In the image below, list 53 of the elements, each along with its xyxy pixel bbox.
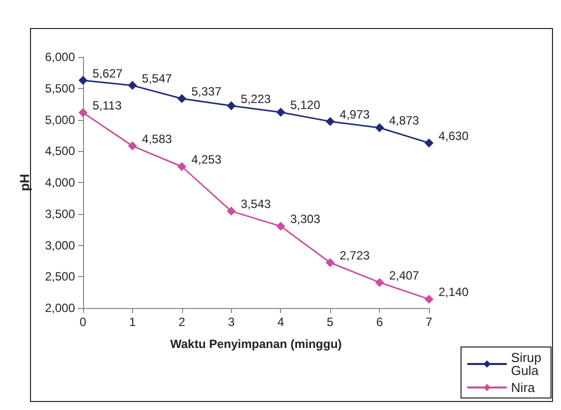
point — [424, 138, 434, 148]
data-label: 4,873 — [389, 114, 420, 128]
data-label: 5,120 — [290, 98, 321, 112]
y-tick-label: 4,000 — [44, 176, 76, 190]
point — [375, 123, 384, 132]
point — [276, 108, 286, 117]
y-tick-label: 6,000 — [44, 50, 76, 64]
data-label: 5,627 — [92, 66, 123, 80]
x-tick-label: 5 — [326, 315, 334, 329]
data-label: 5,337 — [191, 84, 222, 99]
point — [326, 258, 335, 268]
x-tick-label: 0 — [80, 315, 87, 329]
data-label: 3,303 — [290, 212, 321, 226]
x-tick-label: 4 — [277, 315, 284, 329]
data-label: 5,113 — [92, 98, 122, 113]
y-tick-label: 3,000 — [44, 238, 76, 252]
x-tick-label: 3 — [228, 315, 235, 329]
data-label: 5,223 — [240, 92, 272, 106]
y-tick-label: 2,500 — [44, 270, 76, 284]
point — [78, 108, 88, 118]
data-label: 2,140 — [438, 285, 469, 300]
y-axis-title: pH — [17, 174, 32, 192]
data-label: 4,583 — [142, 132, 172, 146]
legend-label: Sirup Gula — [511, 350, 546, 378]
point — [375, 278, 384, 287]
x-tick-label: 2 — [178, 315, 186, 329]
legend-label: Nira — [511, 380, 536, 395]
x-tick-label: 1 — [129, 315, 136, 329]
data-label: 2,407 — [389, 268, 420, 282]
data-label: 2,723 — [340, 248, 370, 263]
point — [128, 141, 137, 150]
x-tick-label: 7 — [426, 315, 433, 329]
point — [226, 206, 236, 216]
data-label: 5,547 — [142, 71, 172, 86]
y-tick-label: 2,000 — [44, 301, 76, 315]
x-axis-title: Waktu Penyimpanan (minggu) — [170, 337, 342, 351]
point — [128, 80, 137, 90]
x-tick-label: 6 — [376, 315, 384, 329]
point — [177, 94, 186, 104]
y-tick-label: 4,500 — [44, 144, 76, 158]
y-tick-label: 5,500 — [44, 81, 76, 96]
point — [276, 222, 286, 231]
y-tick-label: 5,000 — [44, 112, 76, 127]
data-label: 4,253 — [191, 152, 222, 167]
data-label: 4,630 — [438, 128, 469, 143]
point — [326, 116, 335, 126]
point — [226, 101, 236, 110]
data-label: 3,543 — [240, 197, 272, 212]
point — [424, 294, 434, 304]
point — [78, 76, 88, 85]
y-tick-label: 3,500 — [44, 206, 76, 221]
point — [177, 162, 186, 172]
data-label: 4,973 — [340, 107, 370, 122]
